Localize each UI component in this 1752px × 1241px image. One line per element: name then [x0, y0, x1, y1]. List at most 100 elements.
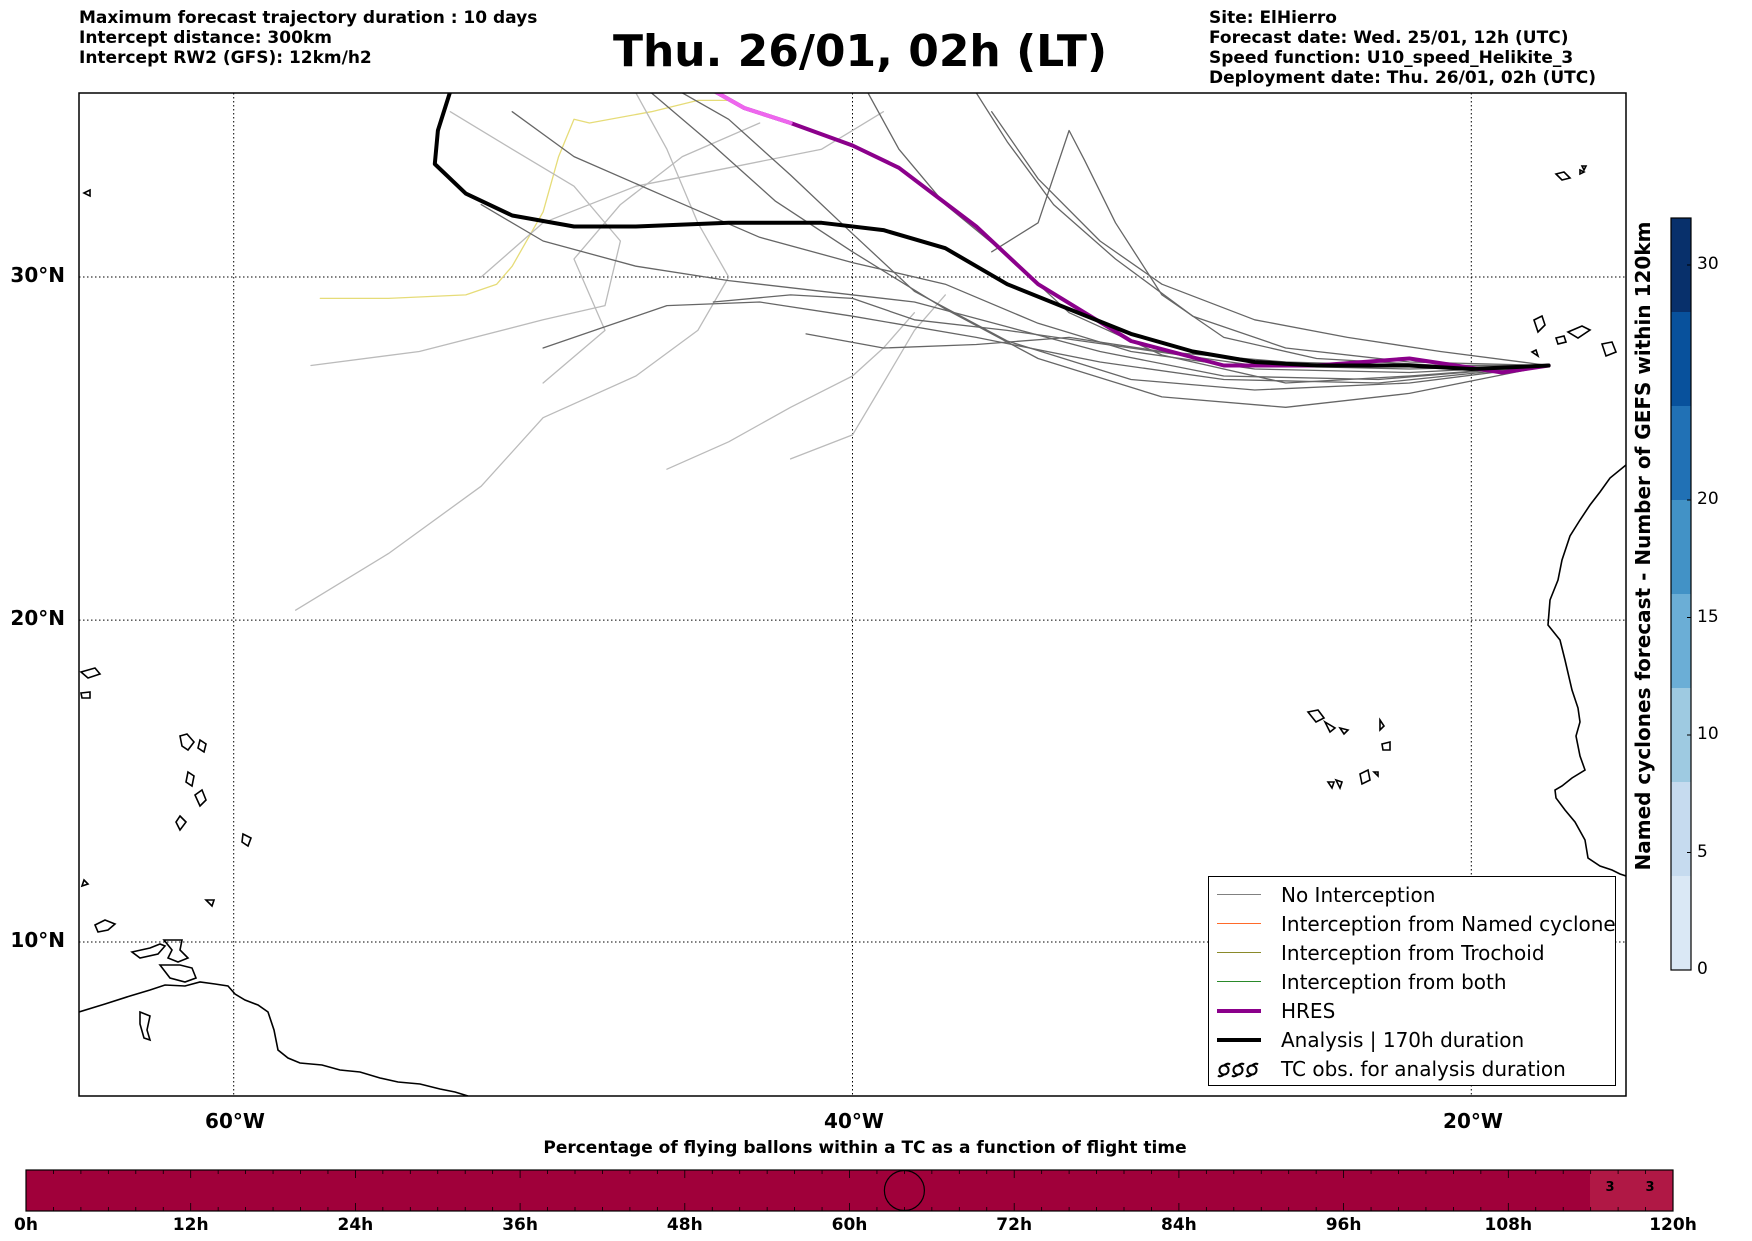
colorbar-tick-label: 15	[1697, 606, 1719, 627]
legend: No Interception Interception from Named …	[1208, 876, 1616, 1086]
legend-label: HRES	[1281, 998, 1336, 1023]
trajectory-ensemble-member	[789, 294, 946, 460]
legend-item: No Interception	[1217, 880, 1435, 909]
strip-tick-label: 120h	[1649, 1215, 1697, 1235]
coastline-cape-verde	[1379, 717, 1386, 732]
header-right: Site: ElHierro Forecast date: Wed. 25/01…	[1209, 8, 1596, 88]
colorbar-segment	[1671, 688, 1691, 783]
coastline-island	[179, 733, 196, 752]
trajectory-analysis	[432, 93, 1551, 371]
legend-label: No Interception	[1281, 882, 1436, 907]
coastline-island	[82, 188, 91, 198]
coastline-island	[139, 1010, 152, 1042]
coastline-canaries	[1600, 341, 1618, 358]
colorbar-tick-label: 30	[1697, 254, 1719, 274]
lon-label-40w: 40°W	[824, 1109, 884, 1133]
coastline-island	[80, 878, 90, 888]
trajectory-ensemble-member	[294, 93, 730, 611]
coastline-madeira	[1580, 165, 1588, 172]
trajectory-hres	[713, 93, 1551, 375]
legend-line-both	[1217, 981, 1261, 982]
strip-tick-label: 12h	[172, 1215, 209, 1235]
strip-tick-label: 48h	[666, 1215, 703, 1235]
legend-label: Analysis | 170h duration	[1281, 1027, 1525, 1052]
header-right-line: Site: ElHierro	[1209, 8, 1337, 28]
trajectory-ensemble-member	[480, 203, 1550, 381]
lon-label-60w: 60°W	[205, 1109, 265, 1133]
legend-line-trochoid	[1217, 952, 1261, 953]
trajectory-ensemble-member	[975, 93, 1550, 367]
colorbar-tick-label: 10	[1697, 724, 1719, 744]
trajectory-ensemble-member	[511, 111, 1550, 374]
trajectory-ensemble-member	[480, 111, 885, 278]
colorbar-segment	[1671, 782, 1691, 877]
coastline-island	[80, 691, 91, 699]
legend-item: HRES	[1217, 996, 1335, 1025]
header-right-line: Speed function: U10_speed_Helikite_3	[1209, 48, 1574, 68]
axis-labels: 30°N 20°N 10°N 60°W 40°W 20°W	[10, 263, 1503, 1133]
coastline-canaries	[1566, 325, 1592, 339]
legend-label: TC obs. for analysis duration	[1281, 1056, 1566, 1081]
colorbar-frame	[1670, 217, 1692, 971]
header-left-line: Intercept RW2 (GFS): 12km/h2	[79, 48, 372, 68]
trajectory-ensemble-member	[310, 111, 622, 367]
colorbar-tick-label: 0	[1697, 959, 1708, 979]
coastline-island	[241, 832, 253, 848]
coastlines	[79, 165, 1626, 1096]
strip-tick-label: 24h	[337, 1215, 374, 1235]
coastline-cape-verde	[1338, 726, 1350, 736]
coastline-cape-verde	[1306, 709, 1326, 724]
coastline-island	[93, 919, 117, 933]
trajectory-ensemble-member	[681, 93, 1550, 391]
trajectory-ensemble-member	[542, 301, 1550, 384]
strip-frame	[25, 1169, 1674, 1212]
colorbar-segment	[1671, 406, 1691, 501]
colorbar-tick-label: 5	[1697, 841, 1708, 862]
trajectory-ensemble-member	[542, 122, 761, 384]
lat-label-10n: 10°N	[10, 928, 65, 952]
strip-marker-circle	[883, 1169, 926, 1212]
coastline-island	[162, 939, 190, 963]
coastline-madeira	[1554, 171, 1572, 181]
coastline-island	[185, 770, 195, 788]
coastline-cape-verde	[1326, 781, 1336, 790]
trajectories	[294, 93, 1551, 611]
strip-tick-label: 36h	[502, 1215, 538, 1235]
legend-line-no-interception	[1217, 894, 1261, 895]
trajectory-ensemble-member	[867, 93, 1550, 384]
coastline-cape-verde	[1381, 740, 1391, 751]
header-left: Maximum forecast trajectory duration : 1…	[79, 8, 537, 68]
tc-symbol-icon	[1217, 1057, 1265, 1081]
coastline-island	[130, 943, 167, 959]
coastline-cape-verde	[1323, 719, 1337, 734]
colorbar-segment	[1671, 500, 1691, 595]
colorbar-label: Named cyclones forecast - Number of GEFS…	[1631, 221, 1655, 871]
coastline-island	[175, 814, 188, 832]
coastline-island	[193, 788, 207, 808]
coastline-island	[197, 738, 207, 754]
coastline-madeira	[1579, 168, 1586, 176]
colorbar-tick-label: 20	[1697, 489, 1719, 509]
coastline-cape-verde	[1372, 771, 1379, 778]
legend-label: Interception from both	[1281, 969, 1507, 994]
trajectory-ensemble-member	[319, 99, 730, 300]
map-frame	[78, 92, 1627, 1097]
header-left-line: Intercept distance: 300km	[79, 28, 332, 48]
legend-label: Interception from Named cyclone	[1281, 911, 1616, 936]
trajectory-ensemble-member	[666, 312, 916, 470]
trajectory-ensemble-member	[991, 111, 1550, 367]
legend-item: TC obs. for analysis duration	[1217, 1054, 1566, 1083]
lat-label-20n: 20°N	[10, 606, 65, 630]
strip-value-label: 3	[1605, 1180, 1615, 1195]
header-right-line: Deployment date: Thu. 26/01, 02h (UTC)	[1209, 68, 1596, 88]
strip-tick-label: 96h	[1325, 1215, 1362, 1235]
legend-item: Interception from Trochoid	[1217, 938, 1545, 967]
colorbar-segment	[1671, 876, 1691, 971]
colorbar-segment	[1671, 312, 1691, 407]
legend-item: Interception from Named cyclone	[1217, 909, 1616, 938]
strip-tick-label: 108h	[1484, 1215, 1533, 1235]
flight-time-strip	[25, 1169, 1674, 1212]
coastline-africa	[1547, 464, 1626, 877]
legend-line-analysis	[1217, 1037, 1261, 1042]
lat-label-30n: 30°N	[10, 263, 65, 287]
